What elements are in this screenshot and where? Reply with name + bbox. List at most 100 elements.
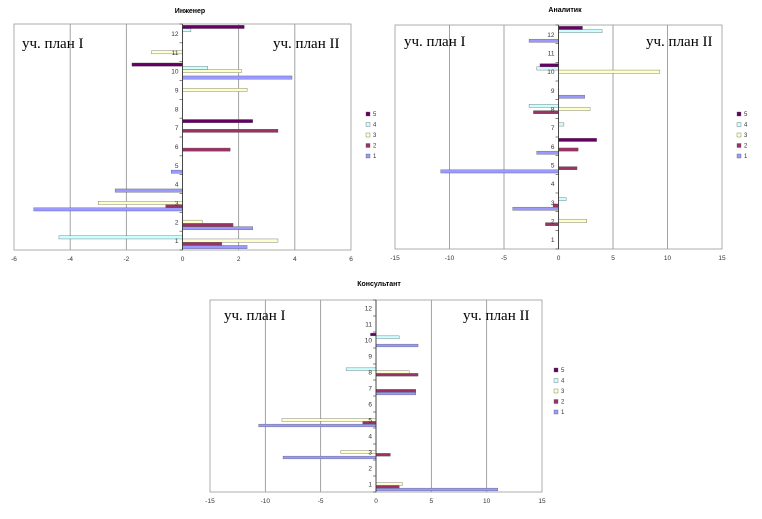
plan-label-right: уч. план II	[273, 36, 340, 52]
legend-label: 2	[561, 400, 565, 406]
bar-series-3	[558, 219, 588, 223]
legend-label: 5	[561, 368, 565, 374]
legend-label: 4	[744, 123, 748, 129]
legend-label: 2	[744, 144, 748, 150]
category-label: 7	[368, 386, 372, 393]
category-label: 9	[175, 87, 179, 94]
legend-label: 2	[373, 144, 377, 150]
legend-label: 5	[373, 112, 377, 118]
legend-swatch-3	[736, 132, 742, 138]
plan-label-left: уч. план I	[224, 308, 286, 324]
x-tick-label: 5	[430, 498, 434, 505]
x-tick-label: -5	[318, 498, 324, 505]
bar-series-2	[375, 373, 419, 377]
legend-swatch-5	[365, 111, 371, 117]
category-label: 1	[551, 237, 555, 244]
x-tick-label: -10	[261, 498, 271, 505]
legend-swatch-1	[365, 153, 371, 159]
category-label: 12	[365, 306, 373, 313]
category-label: 5	[175, 163, 179, 170]
legend-label: 1	[744, 154, 748, 160]
bar-series-1	[114, 188, 183, 193]
category-label: 7	[551, 125, 555, 132]
bar-series-1	[171, 169, 183, 174]
category-label: 3	[175, 200, 179, 207]
chart-title: Консультант	[357, 281, 401, 288]
bar-series-1	[282, 455, 377, 460]
bar-series-3	[375, 370, 410, 374]
bar-series-2	[375, 389, 417, 393]
x-tick-label: 0	[374, 498, 378, 505]
bar-series-1	[182, 245, 248, 249]
legend-label: 4	[561, 379, 565, 385]
legend-label: 4	[373, 123, 377, 129]
bar-series-1	[258, 423, 377, 428]
category-label: 5	[368, 418, 372, 425]
legend-label: 1	[373, 154, 377, 160]
x-tick-label: 2	[237, 256, 241, 263]
legend-label: 3	[561, 389, 565, 395]
bar-series-2	[558, 147, 579, 152]
bar-series-1	[182, 226, 253, 231]
category-label: 6	[175, 144, 179, 151]
category-label: 11	[548, 51, 555, 58]
legend-swatch-4	[365, 122, 371, 127]
x-tick-label: -10	[445, 255, 455, 262]
category-label: 2	[368, 466, 372, 473]
chart-title: Инженер	[174, 8, 206, 15]
x-tick-label: -6	[11, 256, 17, 263]
x-tick-label: -5	[501, 255, 507, 262]
x-tick-label: 4	[293, 256, 297, 263]
bar-series-4	[558, 197, 567, 201]
x-tick-label: -15	[390, 255, 400, 262]
category-label: 3	[368, 450, 372, 457]
bar-series-2	[182, 223, 234, 227]
chart-engineer: Инженер 1 2 3 4 5 6 7 8 9 10 11 12 -6 -4 -2 0 2 4 6 5 4 3 2 1 у…	[0, 0, 377, 270]
category-label: 1	[368, 482, 372, 489]
legend-label: 3	[744, 133, 748, 139]
bar-series-2	[182, 147, 231, 152]
legend-swatch-4	[553, 378, 559, 383]
legend-label: 1	[561, 410, 565, 416]
bar-series-1	[375, 487, 498, 492]
x-tick-label: 0	[557, 255, 561, 262]
category-label: 3	[551, 200, 555, 207]
bar-series-3	[182, 69, 242, 73]
category-label: 9	[551, 88, 555, 95]
legend-swatch-5	[736, 111, 742, 117]
category-label: 10	[171, 69, 179, 76]
x-tick-label: 15	[718, 255, 726, 262]
legend-swatch-1	[553, 409, 559, 415]
bar-series-1	[375, 343, 419, 348]
category-label: 11	[365, 322, 372, 329]
bar-series-5	[558, 138, 597, 142]
bar-series-4	[182, 66, 208, 70]
bar-series-4	[182, 28, 192, 32]
bar-series-1	[528, 38, 559, 43]
legend-label: 3	[373, 133, 377, 139]
bar-series-3	[281, 418, 377, 422]
category-label: 6	[551, 144, 555, 151]
bar-series-2	[533, 110, 559, 114]
bar-series-5	[370, 332, 377, 337]
category-label: 7	[175, 125, 179, 132]
bar-series-1	[375, 391, 417, 396]
x-tick-label: 6	[349, 256, 353, 263]
bar-series-1	[536, 150, 559, 155]
bar-series-3	[375, 482, 403, 486]
bar-series-2	[375, 453, 391, 457]
category-label: 9	[368, 354, 372, 361]
legend-swatch-2	[553, 399, 559, 404]
bar-series-5	[558, 26, 583, 30]
bar-series-1	[33, 207, 183, 212]
bar-series-5	[182, 25, 245, 29]
category-label: 2	[175, 219, 179, 226]
bar-series-3	[558, 69, 661, 74]
legend-swatch-3	[365, 132, 371, 138]
bar-series-4	[58, 235, 183, 240]
category-label: 1	[175, 238, 179, 245]
bar-series-5	[131, 62, 183, 67]
category-label: 2	[551, 219, 555, 226]
legend-swatch-2	[736, 143, 742, 148]
